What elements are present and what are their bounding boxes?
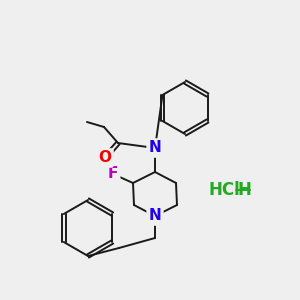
Text: O: O: [98, 151, 112, 166]
Text: H: H: [237, 181, 251, 199]
Text: N: N: [148, 140, 161, 155]
Text: N: N: [148, 208, 161, 224]
Text: F: F: [108, 167, 118, 182]
Text: HCl: HCl: [208, 181, 240, 199]
